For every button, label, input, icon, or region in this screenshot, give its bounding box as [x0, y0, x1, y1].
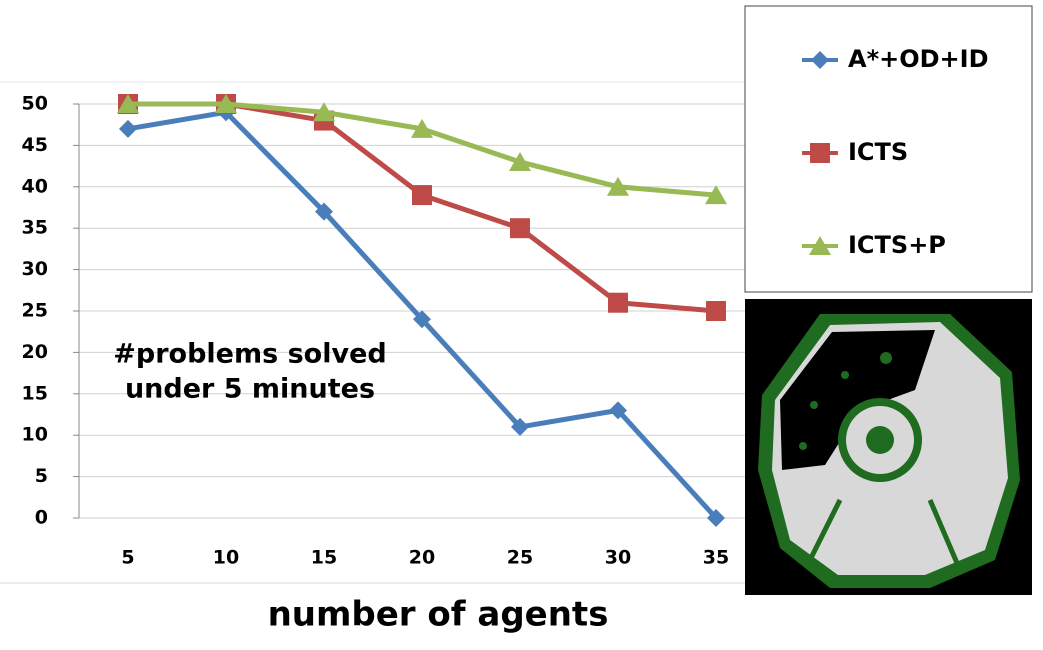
x-tick-label: 10 [213, 547, 239, 569]
annotation: under 5 minutes [125, 374, 375, 405]
y-tick-label: 5 [35, 465, 48, 487]
marker [706, 301, 726, 321]
marker [411, 118, 433, 138]
y-tick-label: 30 [22, 258, 48, 280]
marker [810, 143, 830, 163]
legend-box [744, 5, 1033, 293]
y-tick-label: 10 [22, 424, 48, 446]
legend-label: ICTS [848, 138, 908, 166]
y-tick-label: 45 [22, 134, 48, 156]
x-tick-label: 35 [703, 547, 729, 569]
x-tick-label: 20 [409, 547, 435, 569]
marker [412, 185, 432, 206]
marker [607, 176, 629, 196]
marker [609, 401, 627, 420]
y-tick-label: 40 [22, 175, 48, 197]
marker [315, 202, 333, 221]
marker [119, 119, 137, 138]
y-tick-label: 35 [22, 217, 48, 239]
x-tick-label: 5 [121, 547, 134, 569]
map-image [745, 299, 1032, 595]
series-line [128, 101, 717, 198]
x-tick-label: 15 [311, 547, 337, 569]
marker [413, 310, 431, 329]
x-axis-label: number of agents [268, 595, 609, 635]
legend-label: ICTS+P [848, 231, 946, 259]
marker [811, 51, 829, 69]
y-tick-label: 50 [22, 93, 48, 115]
marker [509, 151, 531, 171]
marker [313, 102, 335, 122]
marker [705, 185, 727, 205]
legend-label: A*+OD+ID [848, 45, 989, 73]
marker [707, 509, 725, 527]
x-tick-label: 25 [507, 547, 533, 569]
marker [510, 218, 530, 239]
marker [117, 94, 139, 113]
y-tick-label: 25 [22, 300, 48, 322]
x-tick-label: 30 [605, 547, 631, 569]
annotation: #problems solved [113, 339, 386, 370]
marker [215, 94, 237, 113]
marker [511, 417, 529, 436]
marker [608, 292, 628, 313]
marker [809, 236, 831, 255]
y-tick-label: 15 [22, 382, 48, 404]
y-tick-label: 0 [35, 507, 48, 529]
y-tick-label: 20 [22, 341, 48, 363]
